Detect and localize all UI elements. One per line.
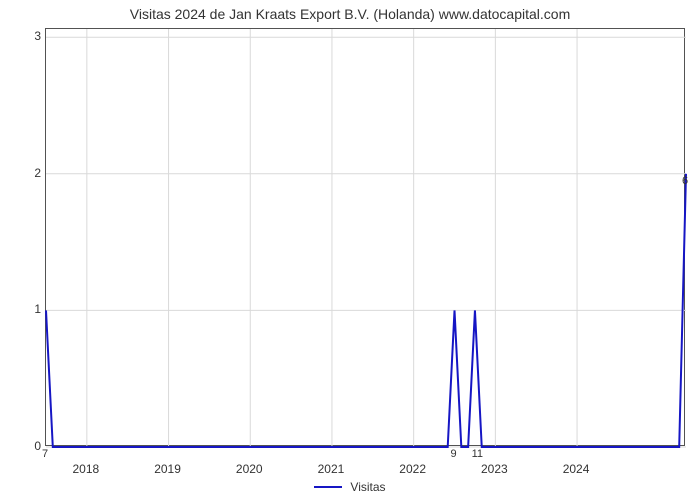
x-tick-label: 2023 bbox=[481, 462, 508, 476]
data-point-label: 9 bbox=[450, 448, 456, 460]
data-point-label: 7 bbox=[42, 448, 48, 460]
legend-label: Visitas bbox=[350, 480, 385, 494]
x-tick-label: 2021 bbox=[318, 462, 345, 476]
x-tick-label: 2019 bbox=[154, 462, 181, 476]
x-tick-label: 2018 bbox=[72, 462, 99, 476]
y-tick-label: 3 bbox=[27, 29, 41, 43]
x-tick-label: 2024 bbox=[563, 462, 590, 476]
legend: Visitas bbox=[0, 480, 700, 494]
y-tick-label: 0 bbox=[27, 439, 41, 453]
y-tick-label: 2 bbox=[27, 166, 41, 180]
line-series bbox=[46, 29, 686, 447]
x-tick-label: 2020 bbox=[236, 462, 263, 476]
chart-title: Visitas 2024 de Jan Kraats Export B.V. (… bbox=[0, 6, 700, 22]
data-point-label: 11 bbox=[472, 448, 483, 460]
legend-swatch bbox=[314, 486, 342, 488]
data-point-label: 6 bbox=[682, 175, 688, 187]
chart-container: Visitas 2024 de Jan Kraats Export B.V. (… bbox=[0, 0, 700, 500]
y-tick-label: 1 bbox=[27, 302, 41, 316]
plot-area bbox=[45, 28, 685, 446]
x-tick-label: 2022 bbox=[399, 462, 426, 476]
